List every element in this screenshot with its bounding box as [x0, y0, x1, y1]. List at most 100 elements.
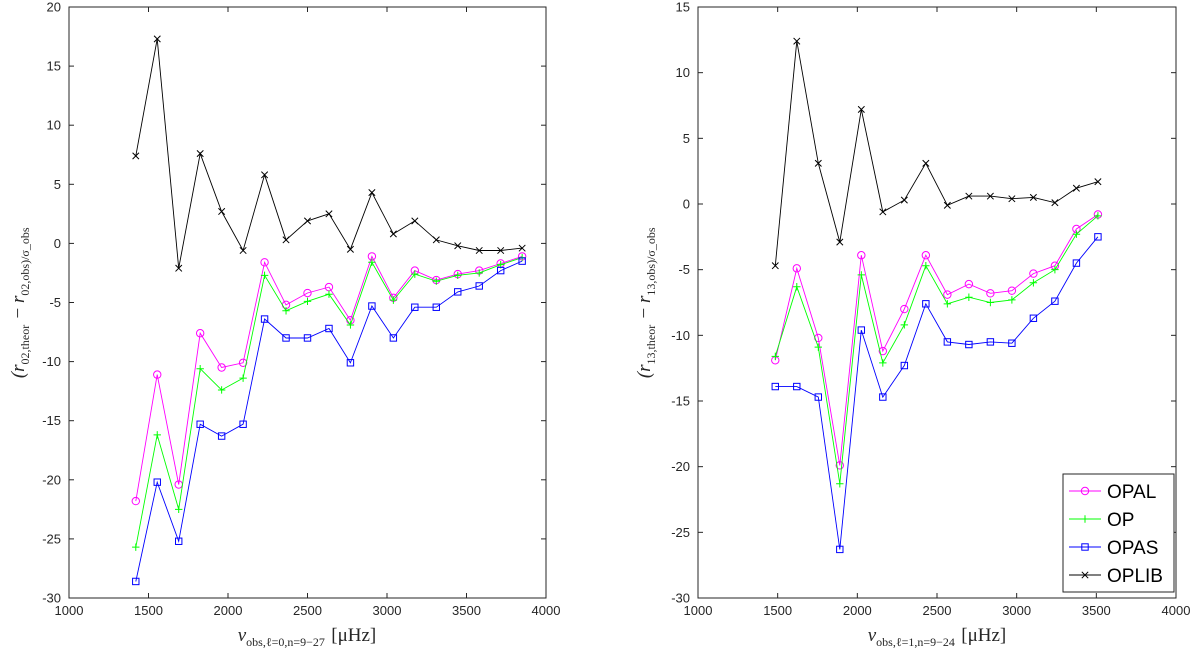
y-tick-label: -15 [42, 413, 61, 428]
data-point-opas [1072, 259, 1081, 267]
data-point-oplib [411, 217, 419, 225]
data-point-oplib [857, 105, 865, 113]
data-point-op [260, 271, 269, 280]
data-point-op [1094, 212, 1102, 220]
data-point-op [1072, 230, 1081, 238]
data-point-opas [518, 257, 526, 265]
data-point-oplib [454, 242, 462, 250]
data-point-oplib [153, 35, 161, 43]
x-tick-label: 2000 [214, 603, 243, 618]
data-point-oplib [497, 246, 505, 255]
y-tick-label: -30 [42, 591, 61, 606]
x-tick-label: 2500 [293, 603, 322, 618]
data-point-op [793, 283, 801, 291]
y-tick-label: -25 [671, 525, 690, 540]
y-tick-label: 15 [676, 0, 690, 15]
series-opal [771, 210, 1103, 470]
data-point-op [1051, 265, 1059, 274]
data-point-opas [454, 288, 462, 296]
data-point-oplib [196, 150, 204, 158]
x-tick-label: 2000 [843, 603, 872, 618]
data-point-oplib [965, 192, 973, 200]
data-point-oplib [836, 238, 844, 246]
data-point-op [943, 300, 952, 308]
y-tick-label: -15 [671, 394, 690, 409]
data-point-opas [217, 432, 226, 440]
data-point-opas [771, 382, 779, 391]
x-tick-label: 4000 [532, 603, 561, 618]
y-tick-label: 10 [47, 118, 61, 133]
data-point-opal [921, 251, 931, 260]
data-point-op [814, 343, 822, 351]
data-point-opal [260, 258, 269, 267]
data-point-oplib [922, 159, 930, 167]
data-point-op [303, 297, 312, 306]
data-point-oplib [1072, 184, 1080, 192]
y-axis-label: (r13,theor − r13,obs)/σ_obs [634, 226, 658, 378]
series-line-opas [135, 260, 523, 582]
x-tick-label: 2500 [923, 603, 952, 618]
data-point-op [836, 480, 844, 488]
data-point-oplib [943, 201, 951, 209]
data-point-opal [238, 358, 248, 367]
data-point-oplib [368, 189, 376, 197]
data-point-opas [1029, 314, 1038, 322]
data-point-opas [943, 338, 952, 346]
data-point-opas [389, 334, 398, 342]
data-point-op [879, 359, 887, 367]
legend-marker-opal [1080, 486, 1090, 496]
y-tick-label: -20 [42, 472, 61, 487]
data-point-oplib [175, 264, 183, 272]
data-point-op [368, 258, 376, 267]
data-point-opas [196, 420, 204, 428]
data-point-opal [835, 461, 845, 470]
data-point-opas [900, 361, 909, 370]
data-point-op [196, 364, 204, 373]
x-tick-label: 1000 [684, 603, 713, 618]
data-point-op [1029, 279, 1038, 287]
data-point-opas [303, 334, 312, 342]
data-point-opas [432, 303, 440, 311]
chart-panel-2: 1000 1500 2000 2500 3000 3500 4000 -30 -25 -20 -15… [671, 0, 1190, 618]
legend-marker-opas [1081, 543, 1089, 551]
data-point-opas [1008, 339, 1016, 347]
data-point-oplib [814, 159, 822, 167]
x-tick-label: 1000 [55, 603, 84, 618]
data-point-oplib [389, 230, 397, 238]
data-point-oplib [261, 171, 269, 179]
data-point-opal [217, 363, 226, 372]
data-point-oplib [325, 210, 333, 218]
y-tick-label: -10 [42, 354, 61, 369]
legend-box [1062, 473, 1175, 593]
data-point-oplib [346, 245, 354, 253]
data-point-op [1008, 296, 1016, 304]
data-point-op [771, 352, 779, 361]
data-point-opal [131, 496, 140, 506]
x-tick-label: 1500 [134, 603, 163, 618]
data-point-op [857, 271, 866, 279]
data-point-oplib [282, 236, 290, 244]
x-tick-label: 4000 [1162, 603, 1191, 618]
y-tick-label: 10 [676, 65, 690, 80]
data-point-op [217, 386, 226, 394]
data-point-oplib [1008, 195, 1016, 203]
data-point-op [454, 271, 462, 280]
data-point-op [432, 277, 440, 285]
data-point-opas [1051, 297, 1059, 305]
x-tick-label: 3500 [1082, 603, 1111, 618]
data-point-opas [239, 420, 247, 428]
data-point-oplib [432, 236, 440, 244]
x-axis-label: νobs,ℓ=1,n=9−24 [μHz] [868, 625, 1007, 649]
data-point-opal [1007, 286, 1017, 295]
y-axis-label: (r02,theor − r02,obs)/σ_obs [8, 226, 32, 378]
data-point-op [132, 543, 140, 551]
y-tick-label: 15 [47, 59, 61, 74]
data-point-oplib [771, 262, 779, 270]
series-opas [771, 233, 1102, 554]
data-point-oplib [793, 37, 801, 45]
series-oplib [132, 35, 526, 272]
data-point-opas [836, 545, 844, 554]
data-point-oplib [518, 244, 526, 252]
data-point-oplib [218, 207, 226, 216]
